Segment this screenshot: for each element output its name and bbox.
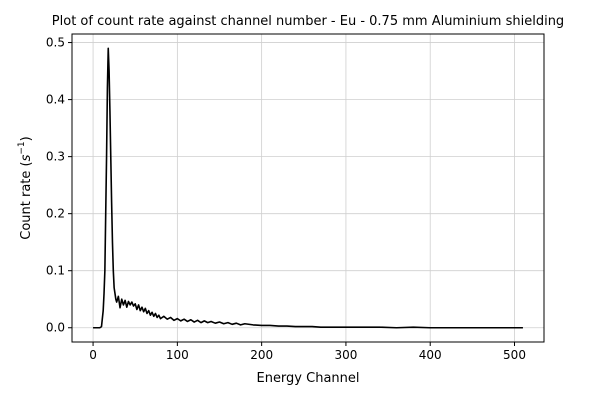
x-axis-label: Energy Channel [256,371,359,386]
x-axis: 0 100 200 300 400 500 [89,342,526,362]
series-layer [93,47,523,329]
y-tick-label: 0.3 [46,150,65,164]
y-tick-label: 0.0 [46,321,65,335]
y-tick-label: 0.1 [46,264,65,278]
chart-title: Plot of count rate against channel numbe… [52,14,564,29]
y-axis: 0.0 0.1 0.2 0.3 0.4 0.5 [46,36,72,335]
plot-frame [71,33,545,343]
x-tick-label: 0 [89,348,97,362]
x-tick-label: 500 [503,348,526,362]
y-tick-label: 0.5 [46,36,65,50]
series-line [93,47,523,329]
x-tick-label: 100 [166,348,189,362]
grid [72,34,544,342]
y-axis-label: Count rate (s−1) [17,136,34,240]
y-tick-label: 0.4 [46,93,65,107]
x-tick-label: 300 [334,348,357,362]
x-tick-label: 200 [250,348,273,362]
y-tick-label: 0.2 [46,207,65,221]
x-tick-label: 400 [419,348,442,362]
